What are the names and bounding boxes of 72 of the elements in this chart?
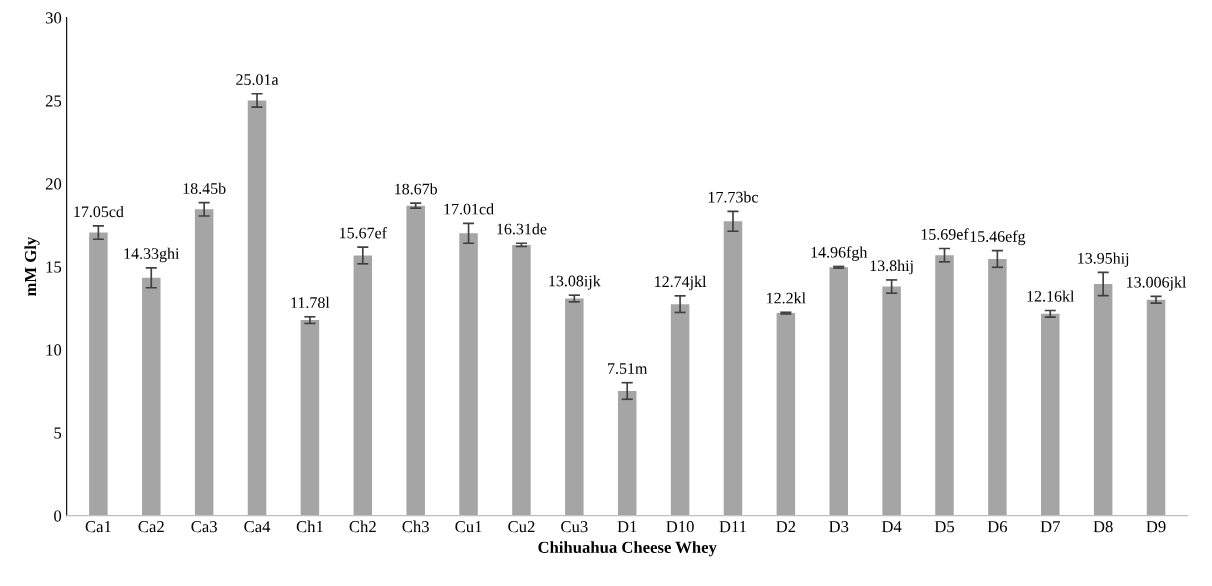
x-tick-label: Ch1 [296,520,323,533]
data-label: 15.46efg [970,230,1026,246]
data-label: 12.16kl [1027,290,1075,302]
bar [935,255,954,516]
bar [300,320,320,516]
data-label: 17.01cd [444,203,494,215]
bar [459,233,478,516]
x-tick-label: D8 [1093,521,1113,533]
x-tick-label: Ch3 [402,520,429,533]
x-tick-label: D6 [987,521,1008,533]
y-tick-label: 15 [46,261,62,273]
x-tick-label: D4 [881,521,902,533]
data-label: 12.74jkl [655,275,707,291]
data-label: 15.67ef [340,227,387,239]
x-tick-label: D10 [666,521,694,533]
bar [89,232,108,516]
data-label: 15.69ef [921,228,969,240]
bar [142,277,161,516]
data-label: 16.31de [497,223,547,235]
x-tick-label: D1 [617,521,637,533]
y-tick-label: 0 [54,510,62,522]
data-label: 13.8hij [870,259,913,275]
bar [617,390,637,516]
bar [723,221,743,516]
x-tick-label: Ch2 [349,520,376,533]
bar [1093,284,1113,516]
x-tick-label: Ca3 [191,521,217,533]
bar [406,205,425,516]
x-tick-label: Ca2 [138,521,164,533]
data-label: 18.67b [395,183,438,195]
y-tick-label: 20 [45,178,62,190]
data-label: 25.01a [236,74,279,86]
data-label: 7.51m [608,363,648,374]
data-label: 11.78l [291,296,330,309]
bar [670,304,690,516]
x-tick-label: D11 [719,521,747,533]
x-tick-label: D3 [829,521,849,533]
bar [1041,313,1060,516]
x-tick-label: Ca1 [85,521,111,533]
x-tick-label: Cu1 [455,521,482,533]
bar [512,244,531,516]
x-tick-label: D7 [1040,521,1060,533]
data-label: 14.33ghi [124,247,180,263]
x-tick-label: D2 [776,521,796,533]
y-tick-label: 5 [54,427,62,439]
bar [829,267,848,516]
data-label: 17.05cd [74,205,124,218]
x-tick-label: Cu3 [561,521,588,533]
data-label: 17.73bc [708,191,758,203]
data-label: 13.08ijk [549,275,601,290]
x-tick-label: Ca4 [244,521,271,533]
bar [194,209,214,516]
y-tick-label: 30 [45,12,62,24]
data-label: 18.45b [183,182,226,194]
bar [1146,299,1166,516]
data-label: 12.2kl [767,292,806,304]
x-tick-label: D5 [934,521,955,533]
x-axis-title: Chihuahua Cheese Whey [538,541,717,557]
bar [247,100,267,516]
bar [988,258,1007,516]
bar [882,286,901,516]
y-axis-title: mM Gly [24,236,40,297]
y-tick-label: 25 [45,95,62,107]
bar [776,313,796,516]
y-tick-label: 10 [46,344,62,356]
bar [353,255,373,516]
data-label: 13.006jkl [1127,276,1187,291]
bar [565,298,584,516]
x-tick-label: Cu2 [508,521,535,533]
data-label: 13.95hij [1078,252,1129,267]
data-label: 14.96fgh [811,246,868,261]
x-tick-label: D9 [1146,521,1166,533]
